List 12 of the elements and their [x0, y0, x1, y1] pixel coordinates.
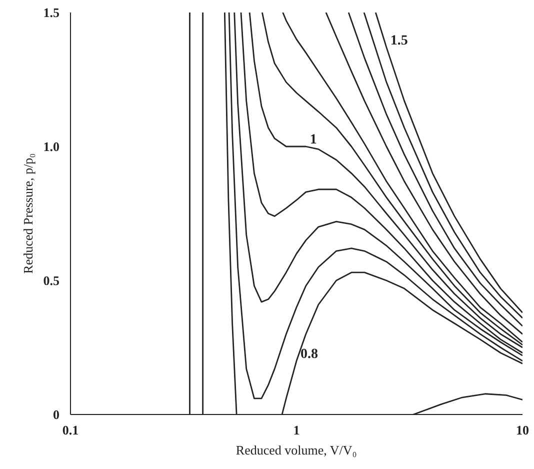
x-tick-label: 1: [293, 422, 300, 438]
annotation: 0.8: [300, 346, 318, 362]
annotation: 1: [310, 132, 317, 148]
y-axis-title: Reduced Pressure, p/p₀: [20, 153, 36, 274]
y-tick-label: 0: [53, 407, 60, 422]
y-tick-label: 1.5: [43, 5, 60, 20]
y-tick-label: 0.5: [43, 273, 60, 288]
annotation: 1.5: [390, 33, 408, 48]
y-tick-label: 1.0: [43, 139, 60, 154]
x-tick-label: 0.1: [62, 422, 79, 438]
x-axis-title: Reduced volume, V/V₀: [236, 442, 357, 458]
x-tick-label: 10: [516, 422, 529, 438]
